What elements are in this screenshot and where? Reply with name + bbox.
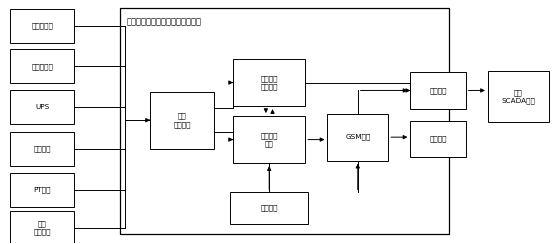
- Bar: [410, 121, 466, 157]
- Text: 移动终端: 移动终端: [430, 136, 447, 142]
- Bar: [11, 211, 74, 244]
- Text: 硬件接点
扩展接口: 硬件接点 扩展接口: [260, 75, 278, 90]
- Bar: [233, 59, 305, 106]
- Bar: [11, 49, 74, 83]
- Bar: [230, 192, 308, 224]
- Text: PT消弧: PT消弧: [33, 187, 51, 193]
- Text: 直流蓄电池: 直流蓄电池: [31, 63, 53, 70]
- Bar: [11, 132, 74, 166]
- Text: 双模式变电站监控信号后备监测仪: 双模式变电站监控信号后备监测仪: [127, 18, 201, 27]
- Bar: [11, 9, 74, 43]
- Bar: [11, 173, 74, 207]
- Text: 就地
采集模块: 就地 采集模块: [173, 113, 191, 128]
- Text: 远程
SCADA系统: 远程 SCADA系统: [501, 89, 535, 104]
- Text: 接地连线: 接地连线: [33, 145, 51, 152]
- Text: UPS: UPS: [35, 104, 49, 111]
- Bar: [488, 71, 549, 122]
- Bar: [120, 8, 449, 234]
- Text: 直流充电机: 直流充电机: [31, 23, 53, 30]
- Bar: [150, 92, 214, 149]
- Bar: [11, 91, 74, 124]
- Text: 公网模块: 公网模块: [430, 87, 447, 94]
- Text: GSM模块: GSM模块: [345, 134, 370, 141]
- Text: 电源模块: 电源模块: [260, 205, 278, 212]
- Bar: [327, 113, 388, 161]
- Bar: [410, 72, 466, 109]
- Text: 数据处理
模块: 数据处理 模块: [260, 132, 278, 147]
- Text: 各类
二次设备: 各类 二次设备: [33, 220, 51, 235]
- Bar: [233, 116, 305, 163]
